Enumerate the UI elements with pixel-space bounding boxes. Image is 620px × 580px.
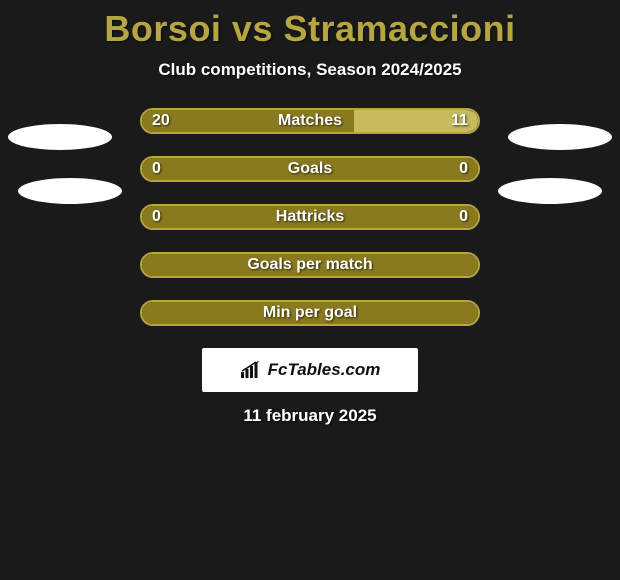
source-badge[interactable]: FcTables.com [202,348,418,392]
stat-row: 0 0 Goals [0,156,620,182]
stat-row: 0 0 Hattricks [0,204,620,230]
stat-right-value: 0 [459,208,468,226]
infographic-container: Borsoi vs Stramaccioni Club competitions… [0,0,620,426]
badge-text: FcTables.com [268,360,381,380]
footer-date: 11 february 2025 [0,406,620,426]
stat-left-value: 0 [152,208,161,226]
stat-label: Goals per match [247,256,372,274]
stat-row: 20 11 Matches [0,108,620,134]
stat-right-value: 11 [451,112,468,130]
stat-row: Min per goal [0,300,620,326]
stat-left-value: 20 [152,112,170,130]
stat-bar: Goals per match [140,252,480,278]
subtitle: Club competitions, Season 2024/2025 [0,60,620,80]
stat-label: Min per goal [263,304,357,322]
stat-bar: 0 0 Goals [140,156,480,182]
stat-label: Hattricks [276,208,344,226]
stat-bar: 0 0 Hattricks [140,204,480,230]
stat-label: Goals [288,160,332,178]
stat-label: Matches [278,112,342,130]
stat-left-value: 0 [152,160,161,178]
chart-icon [240,361,262,379]
stat-right-value: 0 [459,160,468,178]
stat-row: Goals per match [0,252,620,278]
page-title: Borsoi vs Stramaccioni [0,8,620,50]
stat-bar: 20 11 Matches [140,108,480,134]
stat-bar: Min per goal [140,300,480,326]
